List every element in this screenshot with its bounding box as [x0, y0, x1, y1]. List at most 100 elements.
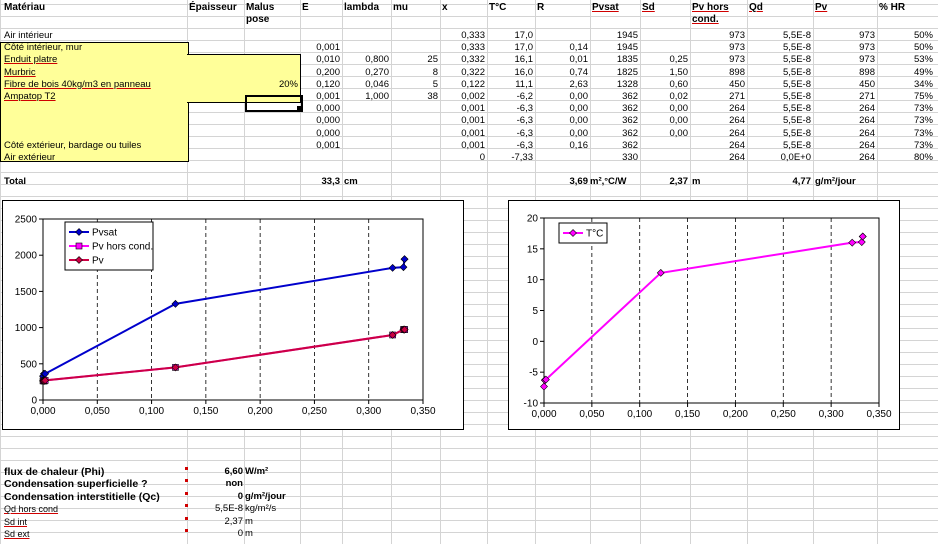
cell-sd: 0,00 — [669, 127, 689, 139]
cell-mu — [391, 30, 438, 42]
cell-pv: 264 — [859, 127, 875, 139]
header-r: R — [537, 2, 545, 13]
data-point — [171, 363, 180, 372]
cell-pvhors: 264 — [729, 115, 745, 127]
cell-name[interactable]: Enduit platre — [4, 54, 58, 66]
cell-sd — [640, 42, 688, 54]
cell-pvsat: 362 — [622, 127, 638, 139]
cell-r: 0,00 — [569, 91, 589, 102]
y-tick-label: 10 — [527, 275, 539, 286]
y-tick-label: 1000 — [15, 323, 38, 334]
data-point — [857, 238, 866, 246]
header-mu: mu — [393, 2, 408, 13]
cell-pvhors: 264 — [729, 139, 745, 151]
cell-hr: 75% — [913, 91, 933, 102]
cell-x: 0,002 — [461, 91, 485, 102]
cell-tc: -6,3 — [516, 103, 533, 115]
cell-tc: 17,0 — [514, 42, 534, 54]
fill-handle[interactable] — [297, 106, 302, 111]
cell-name[interactable]: Côté intérieur, mur — [4, 42, 83, 54]
summary-unit: m — [245, 528, 253, 539]
cell-name[interactable] — [4, 115, 184, 127]
legend-marker — [75, 242, 83, 250]
table-row: Murbric 0,200 0,270 8 0,322 16,0 0,74 1825 1,50 8… — [0, 67, 938, 79]
cell-e: 0,120 — [316, 78, 340, 90]
cell-name[interactable]: Ampatop T2 — [4, 91, 56, 102]
x-tick-label: 0,300 — [356, 406, 381, 417]
header-lambda: lambda — [344, 2, 380, 13]
cell-name[interactable]: Fibre de bois 40kg/m3 en panneau — [4, 78, 151, 90]
y-tick-label: 1500 — [15, 287, 38, 298]
cell-lambda: 0,800 — [365, 54, 389, 66]
cell-lambda — [342, 30, 389, 42]
cell-pvhors: 973 — [729, 42, 745, 54]
cell-name[interactable]: Air extérieur — [4, 152, 56, 163]
data-point — [858, 232, 867, 241]
cell-qd: 5,5E-8 — [783, 30, 811, 41]
header-pvsat: Pvsat — [592, 2, 619, 13]
summary-row: Sd ext 0 m — [0, 528, 938, 540]
cell-name[interactable]: Air intérieur — [4, 30, 53, 41]
total-pv-value: 4,77 — [792, 176, 812, 187]
cell-e: 0,000 — [316, 115, 340, 127]
material-input-area[interactable] — [0, 42, 189, 162]
table-row: 0,000 0,001 -6,3 0,00 362 0,00 264 5,5E-8 264 73% — [0, 128, 938, 140]
cell-qd: 5,5E-8 — [783, 115, 811, 127]
cell-malus — [244, 67, 298, 79]
x-tick-label: 0,000 — [30, 406, 55, 417]
table-row: Air intérieur 0,333 17,0 1945 973 5,5E-8 973 50… — [0, 30, 938, 42]
summary-unit: W/m² — [245, 466, 269, 477]
data-point — [400, 255, 409, 264]
cell-lambda — [342, 103, 389, 115]
cell-sd: 1,50 — [669, 66, 689, 78]
data-point — [388, 331, 397, 339]
summary-label: Sd int — [4, 516, 28, 527]
cell-e — [300, 152, 340, 164]
cell-name[interactable]: Murbric — [4, 66, 36, 78]
cell-x: 0,001 — [461, 127, 485, 139]
x-tick-label: 0,150 — [675, 409, 700, 420]
header-x: x — [442, 2, 448, 13]
cell-sd: 0,02 — [669, 91, 689, 102]
comment-marker — [185, 504, 188, 508]
header-tc: T°C — [489, 2, 507, 13]
cell-lambda: 1,000 — [365, 91, 389, 102]
summary-label: Sd ext — [4, 529, 30, 539]
cell-name[interactable]: Côté extérieur, bardage ou tuiles — [4, 139, 142, 151]
selected-cell[interactable] — [245, 95, 303, 112]
pressure-chart[interactable]: 0,000 0,050 0,100 0,150 0,200 0,250 0,300 0,350… — [2, 200, 464, 430]
comment-marker — [185, 516, 188, 520]
cell-mu: 38 — [427, 91, 438, 102]
cell-r — [535, 152, 588, 164]
cell-e: 0,001 — [316, 42, 340, 54]
cell-malus — [244, 115, 298, 127]
cell-hr: 73% — [913, 115, 933, 127]
cell-qd: 5,5E-8 — [783, 103, 811, 115]
summary-label: Condensation interstitielle (Qc) — [4, 490, 160, 503]
cell-tc: 16,0 — [514, 66, 534, 78]
y-tick-label: 2000 — [15, 251, 38, 262]
cell-qd: 5,5E-8 — [783, 42, 811, 54]
cell-pv: 973 — [859, 42, 875, 54]
cell-malus — [244, 91, 298, 103]
summary-label: Condensation superficielle ? — [4, 478, 148, 491]
summary-row: flux de chaleur (Phi) 6,60 W/m² — [0, 466, 938, 478]
x-tick-label: 0,250 — [771, 409, 796, 420]
temperature-chart[interactable]: 0,000 0,050 0,100 0,150 0,200 0,250 0,300 0,350… — [508, 200, 900, 430]
x-tick-label: 0,350 — [410, 406, 435, 417]
data-point — [400, 325, 409, 334]
cell-hr: 80% — [913, 152, 933, 163]
cell-pvsat: 1945 — [616, 30, 638, 41]
cell-x: 0,001 — [461, 115, 485, 127]
cell-pv: 264 — [859, 103, 875, 115]
header-qd: Qd — [749, 2, 763, 13]
cell-r: 0,00 — [569, 127, 589, 139]
cell-name[interactable] — [4, 128, 184, 140]
cell-name[interactable] — [4, 103, 184, 115]
cell-pvhors: 450 — [729, 78, 745, 90]
summary-row: Condensation superficielle ? non — [0, 478, 938, 490]
cell-r: 0,00 — [569, 115, 589, 127]
summary-row: Condensation interstitielle (Qc) 0 g/m²/jo… — [0, 491, 938, 503]
cell-pv: 264 — [859, 115, 875, 127]
x-tick-label: 0,200 — [723, 409, 748, 420]
